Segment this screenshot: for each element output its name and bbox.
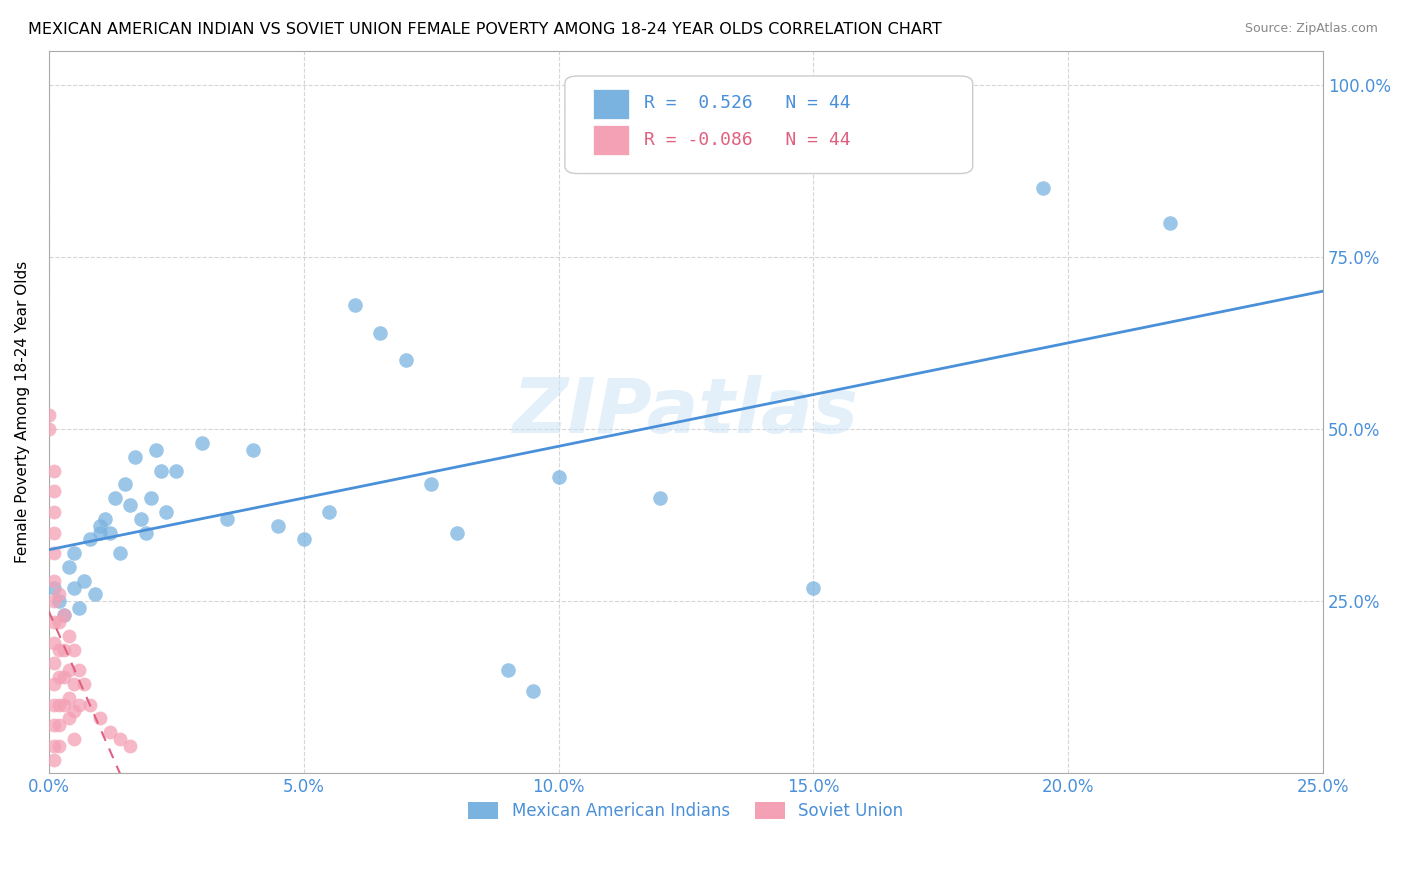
Point (48, 698, 70, 712)
Point (190, 436, 212, 450)
Point (42, 753, 65, 767)
Point (53, 670, 76, 684)
Point (496, 663, 519, 677)
Point (89, 711, 111, 725)
Text: R = -0.086   N = 44: R = -0.086 N = 44 (644, 130, 851, 149)
Point (53, 608, 76, 623)
Text: R =  0.526   N = 44: R = 0.526 N = 44 (644, 95, 851, 112)
Point (63, 677, 86, 691)
Point (63, 731, 86, 746)
Point (394, 353, 416, 368)
Point (67, 663, 90, 677)
Point (42, 698, 65, 712)
Point (58, 560, 80, 574)
Point (67, 601, 90, 615)
Point (98, 725, 121, 739)
Point (94, 512, 117, 526)
Point (135, 525, 157, 540)
Point (83, 587, 105, 601)
Legend: Mexican American Indians, Soviet Union: Mexican American Indians, Soviet Union (461, 795, 910, 827)
Point (42, 546, 65, 560)
Point (63, 642, 86, 657)
Point (73, 677, 96, 691)
Point (292, 533, 315, 547)
Point (42, 739, 65, 753)
Point (42, 484, 65, 499)
Point (48, 594, 70, 608)
FancyBboxPatch shape (565, 76, 973, 174)
Point (318, 505, 340, 519)
Point (53, 608, 76, 623)
Point (522, 683, 544, 698)
FancyBboxPatch shape (593, 125, 628, 155)
Point (42, 581, 65, 595)
Point (108, 731, 131, 746)
Point (547, 470, 569, 484)
Point (42, 525, 65, 540)
Point (42, 718, 65, 732)
Point (145, 442, 167, 457)
Point (139, 491, 162, 505)
Point (104, 491, 127, 505)
Point (803, 581, 825, 595)
Point (58, 690, 80, 705)
Point (89, 525, 111, 540)
Point (368, 326, 391, 340)
FancyBboxPatch shape (593, 89, 628, 120)
Point (420, 477, 443, 491)
Point (149, 464, 172, 478)
Point (98, 525, 121, 540)
Point (42, 464, 65, 478)
Point (155, 505, 177, 519)
Point (1032, 181, 1054, 195)
Point (120, 498, 142, 512)
Point (165, 464, 187, 478)
Point (48, 615, 70, 629)
Point (53, 642, 76, 657)
Point (58, 663, 80, 677)
Point (48, 642, 70, 657)
Point (267, 518, 290, 533)
Point (42, 574, 65, 588)
Point (58, 629, 80, 643)
Point (63, 705, 86, 719)
Text: MEXICAN AMERICAN INDIAN VS SOVIET UNION FEMALE POVERTY AMONG 18-24 YEAR OLDS COR: MEXICAN AMERICAN INDIAN VS SOVIET UNION … (28, 22, 942, 37)
Point (38, 409, 60, 423)
Point (650, 491, 672, 505)
Point (124, 450, 146, 464)
Point (48, 587, 70, 601)
Point (48, 718, 70, 732)
Point (1159, 216, 1181, 230)
Point (79, 533, 101, 547)
Point (42, 615, 65, 629)
Point (42, 635, 65, 649)
Point (89, 518, 111, 533)
Y-axis label: Female Poverty Among 18-24 Year Olds: Female Poverty Among 18-24 Year Olds (15, 261, 30, 563)
Text: ZIPatlas: ZIPatlas (513, 375, 859, 449)
Point (446, 525, 468, 540)
Point (58, 711, 80, 725)
Text: Source: ZipAtlas.com: Source: ZipAtlas.com (1244, 22, 1378, 36)
Point (129, 512, 152, 526)
Point (108, 546, 131, 560)
Point (53, 698, 76, 712)
Point (63, 546, 86, 560)
Point (73, 574, 96, 588)
Point (42, 657, 65, 671)
Point (42, 594, 65, 608)
Point (48, 670, 70, 684)
Point (42, 677, 65, 691)
Point (67, 698, 90, 712)
Point (217, 512, 239, 526)
Point (38, 422, 60, 436)
Point (79, 698, 101, 712)
Point (42, 505, 65, 519)
Point (48, 739, 70, 753)
Point (114, 477, 136, 491)
Point (120, 739, 142, 753)
Point (343, 298, 366, 312)
Point (63, 581, 86, 595)
Point (242, 442, 264, 457)
